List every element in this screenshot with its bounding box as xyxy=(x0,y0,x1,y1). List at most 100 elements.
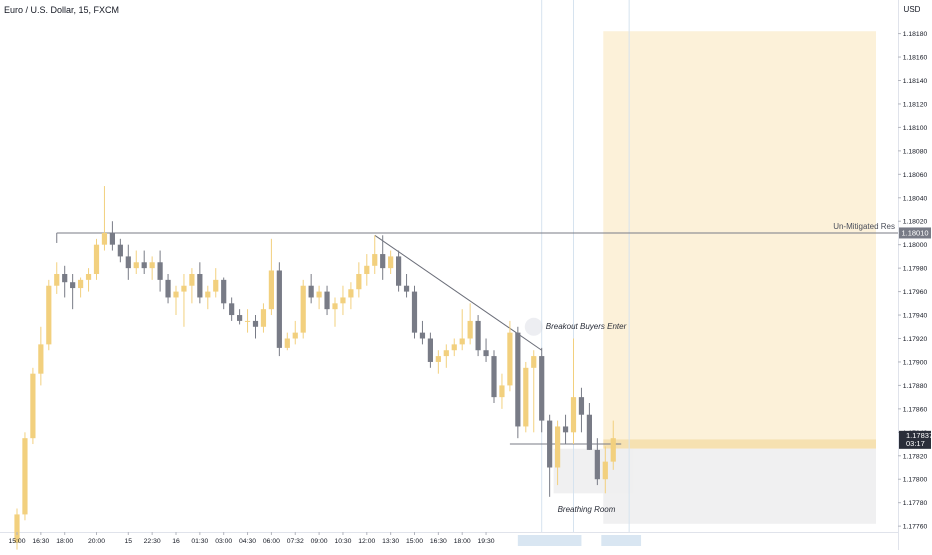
candle-body[interactable] xyxy=(483,350,489,357)
time-axis[interactable]: 15:00 16:30 18:00 20:00 15 22:30 16 01:30 03:00 0… xyxy=(8,532,495,545)
candle-body[interactable] xyxy=(610,438,616,462)
candle-body[interactable] xyxy=(451,344,457,351)
candle-body[interactable] xyxy=(22,438,28,515)
price-tick-label: 1.17820 xyxy=(903,453,928,460)
candle-body[interactable] xyxy=(85,274,92,280)
bar-countdown: 03:17 xyxy=(906,439,925,448)
candle-body[interactable] xyxy=(499,385,505,398)
candle-body[interactable] xyxy=(229,303,235,316)
candle-body[interactable] xyxy=(380,254,386,269)
candle-body[interactable] xyxy=(38,344,44,374)
resistance-price-badge xyxy=(899,227,931,239)
price-axis-background xyxy=(898,0,932,550)
candle-body[interactable] xyxy=(427,338,433,362)
candle-body[interactable] xyxy=(93,244,100,274)
candle-body[interactable] xyxy=(388,256,394,269)
candle-body[interactable] xyxy=(101,232,108,245)
candle-body[interactable] xyxy=(507,332,513,386)
candles-group xyxy=(14,186,616,550)
candle-body[interactable] xyxy=(292,332,298,339)
candle-body[interactable] xyxy=(316,291,322,298)
time-axis-highlight xyxy=(517,535,582,546)
candle-body[interactable] xyxy=(181,285,187,292)
candle-body[interactable] xyxy=(324,291,330,310)
candle-body[interactable] xyxy=(523,367,529,427)
candle-body[interactable] xyxy=(467,320,473,339)
candle-body[interactable] xyxy=(443,350,449,357)
candle-body[interactable] xyxy=(555,426,561,468)
price-tick-label: 1.17760 xyxy=(903,524,928,531)
price-tick-label: 1.18180 xyxy=(903,31,928,38)
candle-body[interactable] xyxy=(491,356,497,398)
time-tick-label: 01:30 xyxy=(191,538,208,545)
candle-body[interactable] xyxy=(14,514,20,543)
candle-body[interactable] xyxy=(396,256,402,286)
candle-body[interactable] xyxy=(539,356,545,421)
candle-body[interactable] xyxy=(205,291,211,298)
candle-body[interactable] xyxy=(284,338,290,348)
candle-body[interactable] xyxy=(348,289,354,298)
breakout-annotation: Breakout Buyers Enter xyxy=(546,322,627,331)
candle-body[interactable] xyxy=(30,373,36,439)
candle-body[interactable] xyxy=(252,320,259,327)
candle-body[interactable] xyxy=(244,320,251,322)
candle-body[interactable] xyxy=(268,270,274,310)
candle-body[interactable] xyxy=(435,356,441,362)
candle-body[interactable] xyxy=(562,426,569,433)
candle-body[interactable] xyxy=(586,414,592,450)
candle-body[interactable] xyxy=(531,356,537,368)
candle-body[interactable] xyxy=(459,338,465,345)
time-tick-label: 13:30 xyxy=(382,538,399,545)
entry-band[interactable] xyxy=(603,439,876,449)
candle-body[interactable] xyxy=(173,291,179,298)
candle-body[interactable] xyxy=(78,279,84,289)
candle-body[interactable] xyxy=(570,397,577,433)
candle-body[interactable] xyxy=(189,274,195,286)
candle-body[interactable] xyxy=(133,262,139,269)
candle-body[interactable] xyxy=(356,274,362,290)
stop-zone[interactable] xyxy=(603,448,876,524)
candle-body[interactable] xyxy=(141,262,147,269)
candle-body[interactable] xyxy=(332,303,338,310)
time-tick-label: 16:30 xyxy=(32,538,49,545)
candle-body[interactable] xyxy=(403,285,410,292)
price-tick-label: 1.18060 xyxy=(903,172,928,179)
candle-body[interactable] xyxy=(547,420,553,468)
candle-body[interactable] xyxy=(411,291,418,333)
candle-body[interactable] xyxy=(419,332,426,339)
candle-body[interactable] xyxy=(594,449,600,480)
candle-body[interactable] xyxy=(109,232,115,245)
candle-body[interactable] xyxy=(149,262,155,269)
descending-trendline[interactable] xyxy=(374,234,542,351)
candle-body[interactable] xyxy=(70,282,76,289)
target-zone[interactable] xyxy=(603,31,876,440)
candle-body[interactable] xyxy=(602,461,608,480)
candle-body[interactable] xyxy=(213,279,219,292)
candle-body[interactable] xyxy=(372,254,378,266)
candle-body[interactable] xyxy=(157,262,163,280)
time-tick-label: 16:30 xyxy=(430,538,447,545)
candle-body[interactable] xyxy=(276,270,282,348)
candle-body[interactable] xyxy=(197,274,203,298)
candle-body[interactable] xyxy=(475,320,481,351)
candle-body[interactable] xyxy=(515,332,521,427)
chart-title: Euro / U.S. Dollar, 15, FXCM xyxy=(4,5,119,15)
candle-body[interactable] xyxy=(578,397,585,415)
candle-body[interactable] xyxy=(237,315,243,321)
candle-body[interactable] xyxy=(260,309,267,327)
time-tick-label: 15:00 xyxy=(8,538,25,545)
candle-body[interactable] xyxy=(221,279,227,304)
candle-body[interactable] xyxy=(340,297,346,304)
candle-body[interactable] xyxy=(117,244,123,257)
candle-body[interactable] xyxy=(308,285,314,298)
candle-body[interactable] xyxy=(125,256,131,269)
candle-body[interactable] xyxy=(165,279,171,298)
candle-body[interactable] xyxy=(46,285,52,345)
candle-body[interactable] xyxy=(54,274,60,286)
candle-body[interactable] xyxy=(62,274,68,283)
candle-body[interactable] xyxy=(364,265,370,274)
breathing-room-zone[interactable] xyxy=(553,448,634,494)
candle-body[interactable] xyxy=(300,285,306,333)
